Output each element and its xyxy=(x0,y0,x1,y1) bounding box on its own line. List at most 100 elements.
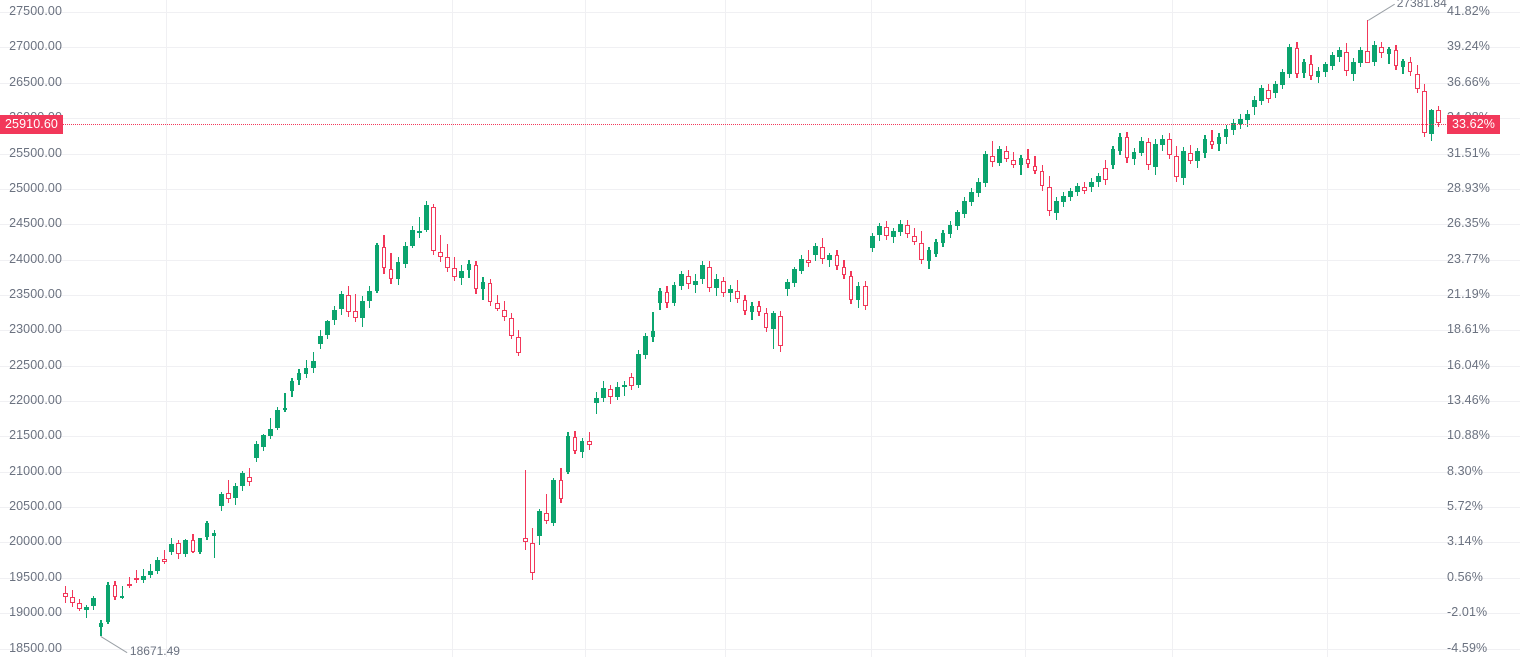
candle-body xyxy=(862,286,868,307)
candle-body xyxy=(169,543,175,553)
candle-body xyxy=(1237,118,1243,125)
current-price-line xyxy=(62,124,1458,126)
price-tick-label: 21000.00 xyxy=(9,463,62,478)
candle-body xyxy=(586,440,592,445)
candle-body xyxy=(1379,46,1385,54)
percent-tick-label: 8.30% xyxy=(1447,463,1483,478)
candle-body xyxy=(622,384,627,388)
candle-body xyxy=(1223,128,1229,138)
candle-body xyxy=(424,205,429,230)
gridline-horizontal xyxy=(0,259,1520,261)
current-percent-tag[interactable]: 33.62% xyxy=(1447,114,1500,134)
gridline-horizontal xyxy=(0,294,1520,296)
candle-wick xyxy=(355,293,357,322)
price-tick-label: 20500.00 xyxy=(9,499,62,514)
candle-wick xyxy=(524,470,527,551)
candle-body xyxy=(947,224,953,235)
candle-body xyxy=(919,243,925,260)
candle-body xyxy=(813,246,819,256)
candle-body xyxy=(1046,186,1052,212)
candle-body xyxy=(608,389,613,397)
candle-wick xyxy=(86,604,88,619)
candle-wick xyxy=(135,570,137,583)
candle-body xyxy=(1145,142,1151,165)
candle-body xyxy=(98,623,104,628)
candle-body xyxy=(643,335,649,355)
candle-body xyxy=(1294,48,1300,74)
candle-body xyxy=(1266,89,1271,99)
gridline-horizontal xyxy=(0,12,1520,13)
candle-body xyxy=(1202,139,1208,154)
candle-body xyxy=(516,337,521,353)
candle-body xyxy=(792,269,797,283)
candle-body xyxy=(1436,109,1441,123)
percent-tick-label: 13.46% xyxy=(1447,393,1490,407)
candle-body xyxy=(969,191,974,203)
candle-body xyxy=(1096,176,1102,183)
candle-body xyxy=(891,231,896,237)
candle-body xyxy=(1117,136,1123,151)
candle-body xyxy=(593,397,599,403)
candle-wick xyxy=(149,563,152,579)
candle-body xyxy=(282,408,288,411)
candle-body xyxy=(990,155,995,162)
candle-body xyxy=(933,241,939,254)
price-tick-label: 27000.00 xyxy=(9,39,62,54)
candle-body xyxy=(1259,88,1264,102)
candle-body xyxy=(834,255,840,266)
candle-body xyxy=(1216,136,1222,145)
candle-body xyxy=(155,560,160,572)
candle-body xyxy=(1103,167,1109,181)
candle-body xyxy=(1167,139,1172,155)
candle-body xyxy=(240,473,245,486)
candle-body xyxy=(1372,44,1378,62)
candle-body xyxy=(480,282,486,290)
price-tick-label: 20000.00 xyxy=(9,534,62,549)
annotation-leader-line xyxy=(1367,4,1395,22)
candle-body xyxy=(855,285,861,300)
gridline-horizontal xyxy=(0,118,1520,120)
percent-tick-label: 0.56% xyxy=(1447,569,1483,584)
candle-body xyxy=(402,246,408,265)
candle-wick xyxy=(772,310,774,349)
candle-body xyxy=(133,577,139,581)
candle-body xyxy=(806,259,811,263)
high-marker-label: 27381.84 xyxy=(1396,0,1447,11)
candle-body xyxy=(558,479,564,499)
candle-body xyxy=(1181,151,1187,179)
candle-body xyxy=(148,571,153,575)
candle-body xyxy=(162,558,167,563)
candle-body xyxy=(1421,90,1427,133)
current-price-tag[interactable]: 25910.60 xyxy=(0,114,63,134)
candle-body xyxy=(1209,140,1215,145)
candle-body xyxy=(572,437,578,452)
candle-wick xyxy=(1211,130,1213,150)
candle-wick xyxy=(284,393,286,413)
candle-body xyxy=(678,274,684,286)
candle-body xyxy=(1252,99,1257,108)
gridline-horizontal xyxy=(0,82,1520,84)
candle-body xyxy=(827,254,833,261)
candle-body xyxy=(1160,138,1165,145)
candle-body xyxy=(721,280,727,294)
candle-body xyxy=(777,316,783,346)
candle-body xyxy=(1245,113,1250,121)
annotation-leader-line xyxy=(100,636,127,654)
gridline-vertical xyxy=(725,0,726,657)
percent-tick-label: 16.04% xyxy=(1447,357,1490,372)
candle-body xyxy=(1365,50,1371,63)
candle-wick xyxy=(128,577,130,589)
candle-body xyxy=(346,294,351,312)
candle-wick xyxy=(440,234,442,263)
gridline-vertical xyxy=(166,0,167,657)
candle-body xyxy=(983,154,988,184)
candle-body xyxy=(289,381,295,392)
candle-body xyxy=(211,532,217,536)
candle-body xyxy=(204,522,210,538)
candle-wick xyxy=(100,620,102,637)
candle-body xyxy=(1429,110,1434,135)
candle-body xyxy=(700,264,705,280)
